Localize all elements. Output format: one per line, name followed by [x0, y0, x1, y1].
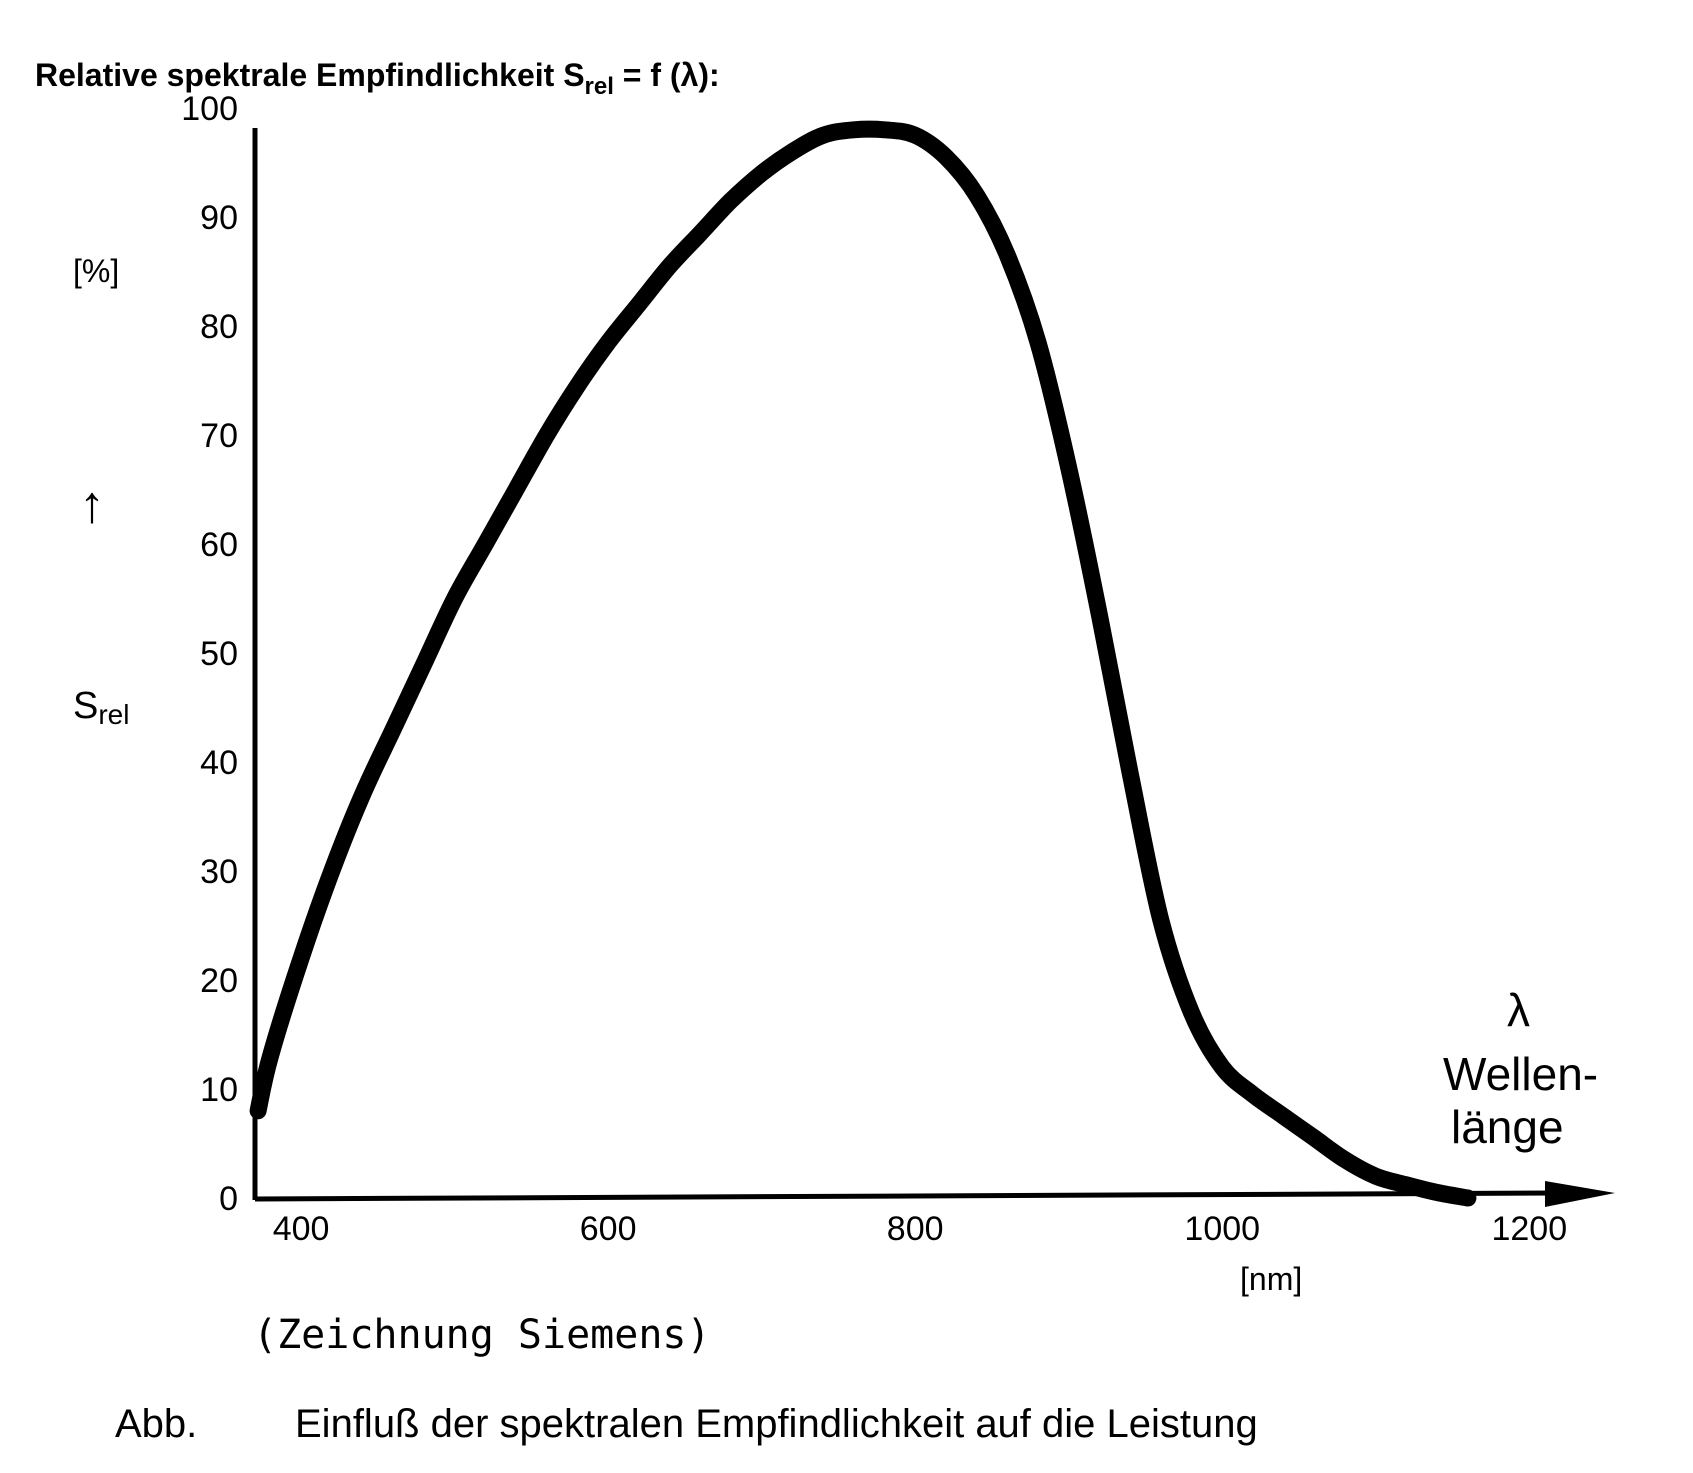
x-axis-label-line2: länge [1451, 1101, 1564, 1153]
y-tick-label: 50 [200, 635, 238, 673]
y-tick-label: 80 [200, 308, 238, 346]
y-axis-symbol-sub: rel [98, 699, 129, 730]
y-tick-label: 60 [200, 526, 238, 564]
x-axis-unit: [nm] [1240, 1261, 1302, 1297]
drawing-credit: (Zeichnung Siemens) [253, 1312, 711, 1358]
x-tick-label: 600 [580, 1210, 637, 1248]
x-axis-symbol: λ [1507, 984, 1530, 1036]
x-tick-label: 1000 [1184, 1210, 1260, 1248]
x-tick-labels: 400 600 800 1000 1200 [273, 1210, 1567, 1248]
chart-title-prefix: Relative spektrale Empfindlichkeit S [35, 57, 585, 93]
figure-caption-label: Abb. [115, 1402, 197, 1446]
sensitivity-curve [249, 120, 1477, 1207]
y-tick-label: 0 [219, 1180, 238, 1218]
y-tick-label: 70 [200, 417, 238, 455]
y-axis-unit: [%] [73, 253, 119, 289]
x-axis-line [254, 1190, 1561, 1202]
y-tick-label: 100 [181, 90, 238, 128]
x-tick-label: 1200 [1491, 1210, 1567, 1248]
figure-caption-text: Einfluß der spektralen Empfindlichkeit a… [295, 1402, 1258, 1446]
y-tick-label: 90 [200, 199, 238, 237]
x-axis-arrowhead [1545, 1181, 1615, 1207]
y-tick-label: 30 [200, 853, 238, 891]
x-axis-label-line1: Wellen- [1443, 1048, 1598, 1100]
chart-title-subscript: rel [585, 73, 614, 100]
y-tick-label: 20 [200, 962, 238, 1000]
y-axis-arrow: ↑ [79, 476, 105, 534]
y-tick-label: 40 [200, 744, 238, 782]
x-tick-label: 800 [887, 1210, 944, 1248]
y-tick-labels: 0 10 20 30 40 50 60 70 80 90 100 [181, 90, 238, 1218]
y-axis-symbol: S [73, 685, 98, 727]
x-tick-label: 400 [273, 1210, 330, 1248]
chart-title-suffix: = f (λ): [614, 57, 720, 93]
y-tick-label: 10 [200, 1071, 238, 1109]
y-axis-label: Srel [73, 685, 129, 730]
chart-title: Relative spektrale Empfindlichkeit Srel … [35, 57, 720, 100]
